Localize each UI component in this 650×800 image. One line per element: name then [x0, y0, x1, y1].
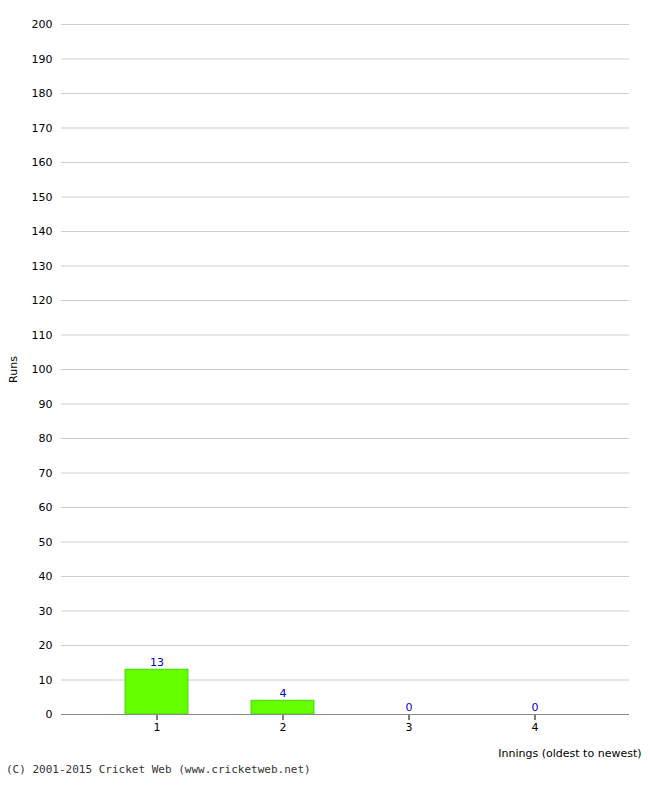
- svg-text:60: 60: [39, 501, 53, 514]
- svg-text:50: 50: [39, 536, 53, 549]
- svg-text:0: 0: [532, 701, 539, 714]
- svg-text:110: 110: [32, 329, 53, 342]
- svg-text:0: 0: [46, 708, 53, 721]
- svg-text:160: 160: [32, 156, 53, 169]
- svg-text:150: 150: [32, 191, 53, 204]
- html-text:(C) 2001-2015 Cricket Web (www: (C) 2001-2015 Cricket Web (www.cricketwe…: [6, 763, 311, 776]
- svg-text:2: 2: [280, 721, 287, 734]
- svg-text:10: 10: [39, 674, 53, 687]
- svg-text:Innings (oldest to newest): Innings (oldest to newest): [498, 747, 641, 760]
- svg-text:190: 190: [32, 53, 53, 66]
- svg-text:13: 13: [150, 656, 164, 669]
- svg-text:Runs: Runs: [7, 356, 20, 383]
- svg-text:4: 4: [532, 721, 539, 734]
- svg-text:3: 3: [406, 721, 413, 734]
- svg-text:90: 90: [39, 398, 53, 411]
- svg-text:180: 180: [32, 87, 53, 100]
- svg-text:4: 4: [280, 687, 287, 700]
- svg-text:20: 20: [39, 639, 53, 652]
- svg-text:80: 80: [39, 432, 53, 445]
- svg-text:200: 200: [32, 18, 53, 31]
- svg-text:120: 120: [32, 294, 53, 307]
- svg-text:40: 40: [39, 570, 53, 583]
- svg-text:70: 70: [39, 467, 53, 480]
- svg-text:0: 0: [406, 701, 413, 714]
- svg-text:140: 140: [32, 225, 53, 238]
- svg-text:30: 30: [39, 605, 53, 618]
- svg-text:130: 130: [32, 260, 53, 273]
- svg-text:1: 1: [154, 721, 161, 734]
- svg-text:100: 100: [32, 363, 53, 376]
- svg-text:170: 170: [32, 122, 53, 135]
